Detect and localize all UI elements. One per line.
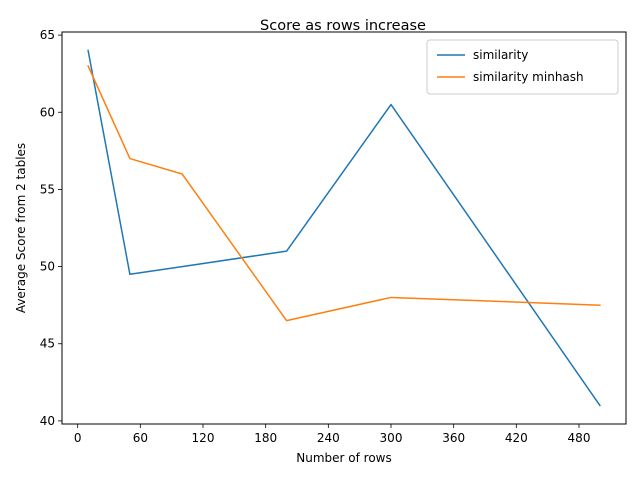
- x-tick-label: 180: [254, 431, 277, 445]
- y-axis-label: Average Score from 2 tables: [14, 143, 28, 313]
- legend-label-similarity: similarity: [473, 48, 528, 62]
- x-tick-label: 120: [192, 431, 215, 445]
- x-tick-label: 360: [442, 431, 465, 445]
- x-axis-label: Number of rows: [296, 451, 391, 465]
- chart-title: Score as rows increase: [260, 18, 426, 34]
- plot-lines: [87, 49, 601, 407]
- series-line-similarity: [87, 49, 601, 407]
- x-tick-label: 60: [133, 431, 148, 445]
- y-tick-label: 55: [40, 182, 55, 196]
- legend: similarity similarity minhash: [426, 39, 619, 95]
- y-tick-label: 65: [40, 28, 55, 42]
- y-tick-label: 45: [40, 337, 55, 351]
- y-tick-label: 60: [40, 105, 55, 119]
- y-tick-label: 40: [40, 414, 55, 428]
- x-tick-label: 240: [317, 431, 340, 445]
- x-tick-label: 420: [505, 431, 528, 445]
- x-tick-label: 0: [74, 431, 82, 445]
- series-line-similarity-minhash: [87, 64, 601, 322]
- x-tick-label: 300: [380, 431, 403, 445]
- x-tick-label: 480: [568, 431, 591, 445]
- x-axis: 0 60 120 180 240 300 360 420 480: [74, 424, 591, 445]
- legend-box: [426, 39, 619, 95]
- y-tick-label: 50: [40, 260, 55, 274]
- y-axis: 40 45 50 55 60 65: [40, 28, 62, 428]
- plot-frame: [61, 31, 627, 425]
- legend-label-similarity-minhash: similarity minhash: [473, 70, 584, 84]
